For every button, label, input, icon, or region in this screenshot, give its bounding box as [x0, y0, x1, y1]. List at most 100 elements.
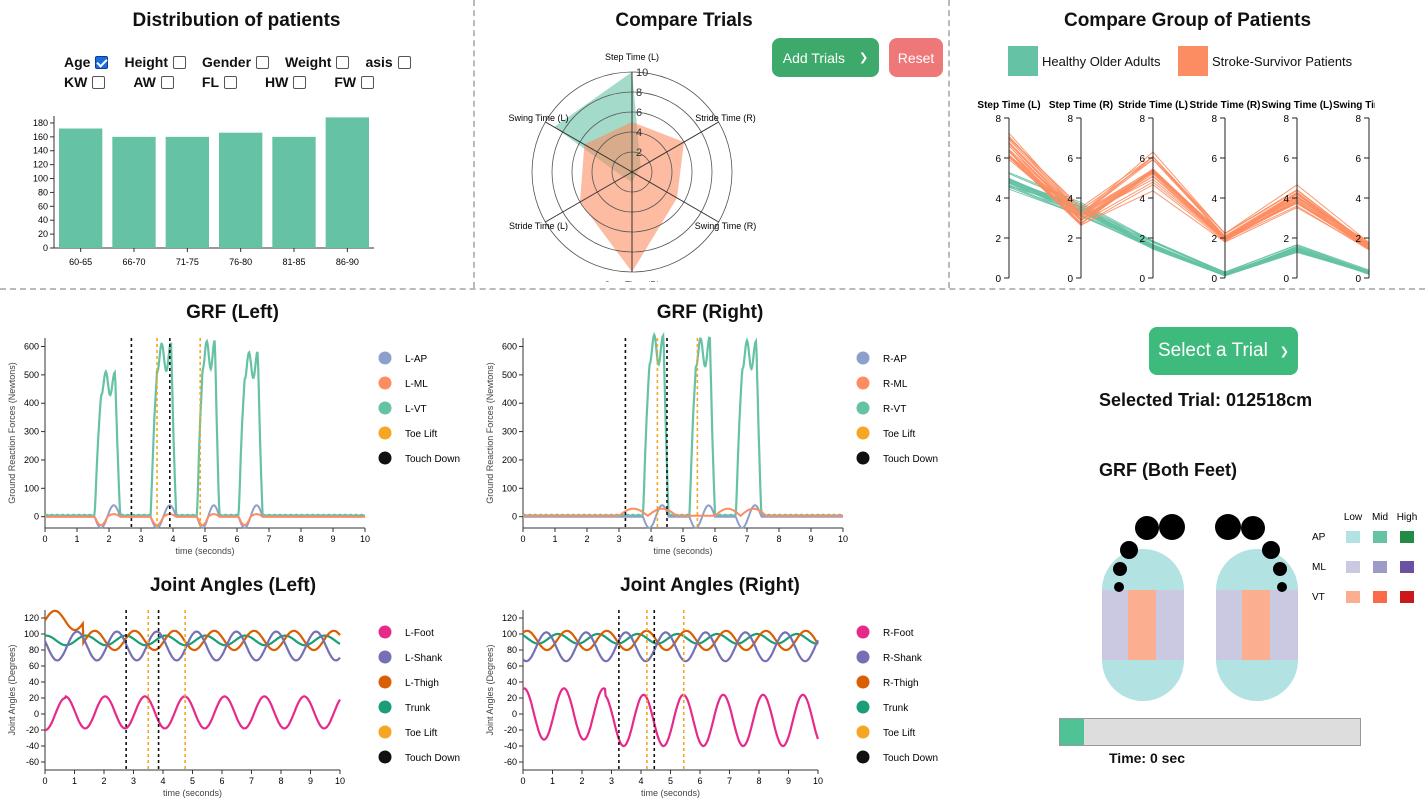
y-tick-label: 0	[34, 512, 39, 522]
x-tick-label: 6	[712, 534, 717, 544]
filter-checkbox[interactable]	[173, 55, 187, 69]
filter-label: Age	[64, 54, 91, 70]
filter-label: FL	[201, 74, 219, 90]
y-tick-label: 0	[512, 512, 517, 522]
legend-label: R-Shank	[883, 653, 923, 664]
x-tick-label: 9	[330, 534, 335, 544]
bar	[219, 132, 263, 248]
series-l-vt	[44, 338, 366, 518]
filter-fw[interactable]: FW	[334, 74, 380, 90]
x-tick-label: 7	[727, 776, 732, 786]
x-axis-label: time (seconds)	[163, 788, 222, 798]
toe	[1120, 541, 1138, 559]
x-axis-label: time (seconds)	[641, 788, 700, 798]
filter-label: Gender	[202, 54, 252, 70]
parallel-tick-label: 8	[1139, 114, 1145, 125]
filter-checkbox[interactable]	[224, 75, 237, 89]
filter-checkbox[interactable]	[256, 55, 270, 69]
filter-height[interactable]: Height	[124, 54, 192, 70]
series-r-ml	[523, 507, 843, 518]
distribution-title: Distribution of patients	[132, 10, 341, 31]
filter-weight[interactable]: Weight	[285, 54, 355, 70]
parallel-tick-label: 2	[1067, 234, 1073, 245]
add-trials-button[interactable]: Add Trials ❯	[772, 38, 879, 77]
filter-age[interactable]: Age	[64, 54, 114, 70]
x-tick-label: 66-70	[122, 257, 145, 267]
toe	[1113, 562, 1127, 576]
filter-checkbox[interactable]	[160, 75, 174, 89]
heat-swatch	[1346, 561, 1360, 573]
filter-fl[interactable]: FL	[202, 74, 243, 90]
parallel-coordinates-chart: 0 2 4 6 8 Step Time (L) 0 2 4 6 8 Step Time (R) 0 2 4 6…	[977, 100, 1375, 285]
parallel-tick-label: 4	[1211, 194, 1217, 205]
filter-row-1: Age Height Gender Weight asis	[64, 54, 427, 70]
parallel-axis-label: Swing Time (R)	[1333, 100, 1375, 111]
filter-gender[interactable]: Gender	[202, 54, 275, 70]
toe	[1262, 541, 1280, 559]
y-tick-label: 60	[507, 661, 517, 671]
filter-aw[interactable]: AW	[133, 74, 180, 90]
filter-checkbox[interactable]	[92, 75, 106, 89]
parallel-axis-label: Swing Time (L)	[1262, 100, 1333, 111]
stroke-swatch	[1178, 46, 1208, 76]
heat-swatch	[1346, 531, 1360, 543]
filter-checkbox[interactable]	[336, 55, 350, 69]
bar	[325, 117, 369, 249]
filter-asis[interactable]: asis	[365, 54, 416, 70]
x-tick-label: 9	[786, 776, 791, 786]
grf-left-chart: 0 100 200 300 400 500 600 0 1 2 3 4 5 6 7 8 9 10 time (sec…	[7, 338, 460, 556]
heat-swatch	[1373, 531, 1387, 543]
y-tick-label: 0	[512, 709, 517, 719]
filter-checkbox[interactable]	[397, 55, 411, 69]
x-tick-label: 6	[234, 534, 239, 544]
filter-hw[interactable]: HW	[265, 74, 312, 90]
parallel-tick-label: 2	[1211, 234, 1217, 245]
legend-label: L-ML	[405, 379, 428, 390]
series-l-trunk	[44, 634, 341, 647]
legend-marker	[378, 451, 392, 465]
filter-checkbox[interactable]	[95, 55, 109, 69]
series-l-thigh	[44, 609, 341, 652]
select-trial-button[interactable]: Select a Trial ❯	[1149, 327, 1298, 375]
legend-label: Toe Lift	[883, 429, 915, 440]
compare-group-title: Compare Group of Patients	[1063, 10, 1312, 31]
x-tick-label: 2	[584, 534, 589, 544]
filter-checkbox[interactable]	[293, 75, 307, 89]
x-tick-label: 3	[138, 534, 143, 544]
toe	[1273, 562, 1287, 576]
x-tick-label: 7	[249, 776, 254, 786]
legend-marker	[378, 376, 392, 390]
radar-axis-label: Swing Time (R)	[695, 221, 757, 231]
x-tick-label: 71-75	[176, 257, 199, 267]
x-tick-label: 0	[42, 776, 47, 786]
filter-kw[interactable]: KW	[64, 74, 111, 90]
legend-label: L-Foot	[405, 628, 434, 639]
heat-row-label: AP	[1312, 532, 1326, 543]
series-r-vt	[522, 331, 844, 518]
radar-tick-label: 8	[636, 87, 642, 99]
x-tick-label: 86-90	[336, 257, 359, 267]
y-axis-label: Ground Reaction Forces (Newtons)	[485, 362, 495, 504]
x-tick-label: 6	[697, 776, 702, 786]
filter-checkbox[interactable]	[361, 75, 375, 89]
y-tick-label: 200	[502, 455, 517, 465]
parallel-tick-label: 0	[1211, 274, 1217, 285]
legend-marker	[856, 675, 870, 689]
legend-label: L-AP	[405, 354, 428, 365]
y-axis-label: Ground Reaction Forces (Newtons)	[7, 362, 17, 504]
reset-button[interactable]: Reset	[889, 38, 943, 77]
parallel-axis-label: Step Time (R)	[1049, 100, 1113, 111]
left-foot	[1102, 514, 1185, 701]
x-tick-label: 1	[74, 534, 79, 544]
foot-vt-zone	[1128, 590, 1156, 660]
x-tick-label: 1	[72, 776, 77, 786]
toe	[1159, 514, 1185, 540]
foot-vt-zone	[1242, 590, 1270, 660]
legend-marker	[856, 750, 870, 764]
y-tick-label: 80	[29, 645, 39, 655]
time-progress-bar[interactable]	[1059, 718, 1361, 746]
x-tick-label: 4	[170, 534, 175, 544]
x-tick-label: 10	[838, 534, 848, 544]
heat-swatch	[1400, 591, 1414, 603]
x-tick-label: 2	[106, 534, 111, 544]
